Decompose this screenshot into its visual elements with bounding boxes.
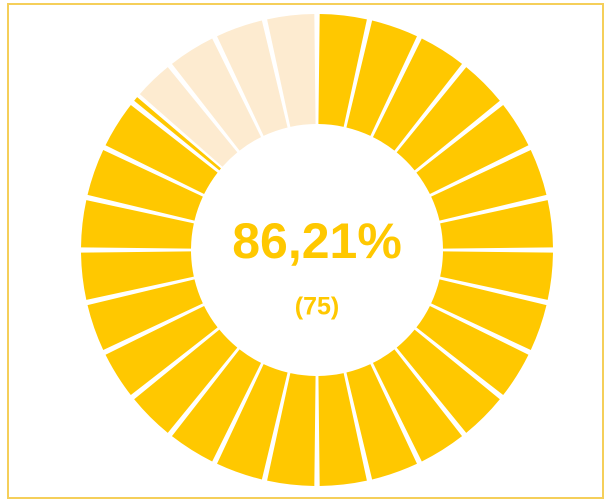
- empty-segment: [171, 38, 262, 151]
- filled-segment: [372, 38, 463, 151]
- empty-segment: [139, 67, 238, 167]
- filled-segment: [396, 329, 500, 433]
- filled-segment: [134, 97, 221, 171]
- filled-segment: [346, 20, 417, 136]
- filled-segment: [81, 200, 194, 249]
- count-label: (75): [295, 293, 339, 321]
- filled-segment: [396, 67, 500, 171]
- filled-segment: [416, 305, 529, 396]
- filled-segment: [318, 14, 367, 127]
- value-label: 86,21%: [232, 213, 402, 269]
- filled-segment: [105, 104, 218, 195]
- filled-segment: [105, 305, 218, 396]
- filled-segment: [81, 251, 194, 300]
- empty-segment: [217, 20, 288, 136]
- filled-segment: [431, 150, 547, 221]
- filled-segment: [171, 349, 262, 462]
- filled-segment: [440, 251, 553, 300]
- filled-segment: [87, 150, 203, 221]
- empty-segment: [267, 14, 316, 127]
- filled-segment: [431, 279, 547, 350]
- filled-segment: [267, 373, 316, 486]
- filled-segment: [440, 200, 553, 249]
- filled-segment: [372, 349, 463, 462]
- filled-segment: [134, 329, 238, 433]
- filled-segment: [346, 364, 417, 480]
- filled-segment: [416, 104, 529, 195]
- filled-segment: [87, 279, 203, 350]
- filled-segment: [217, 364, 288, 480]
- filled-segment: [318, 373, 367, 486]
- ring: [81, 14, 553, 486]
